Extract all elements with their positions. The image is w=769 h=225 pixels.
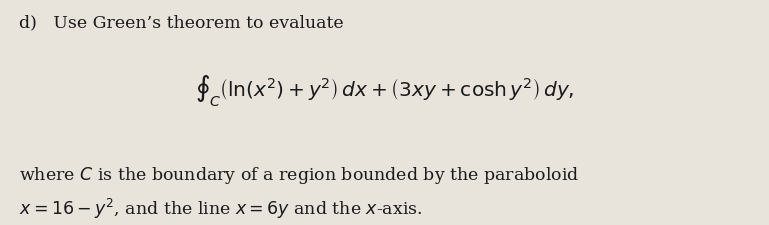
Text: $\oint_C \left(\ln(x^2) + y^2\right)\, dx + \left(3xy + \cosh y^2\right)\, dy,$: $\oint_C \left(\ln(x^2) + y^2\right)\, d… bbox=[195, 72, 574, 108]
Text: where $C$ is the boundary of a region bounded by the paraboloid
$x = 16 - y^2$, : where $C$ is the boundary of a region bo… bbox=[19, 164, 580, 220]
Text: d)   Use Green’s theorem to evaluate: d) Use Green’s theorem to evaluate bbox=[19, 14, 344, 31]
